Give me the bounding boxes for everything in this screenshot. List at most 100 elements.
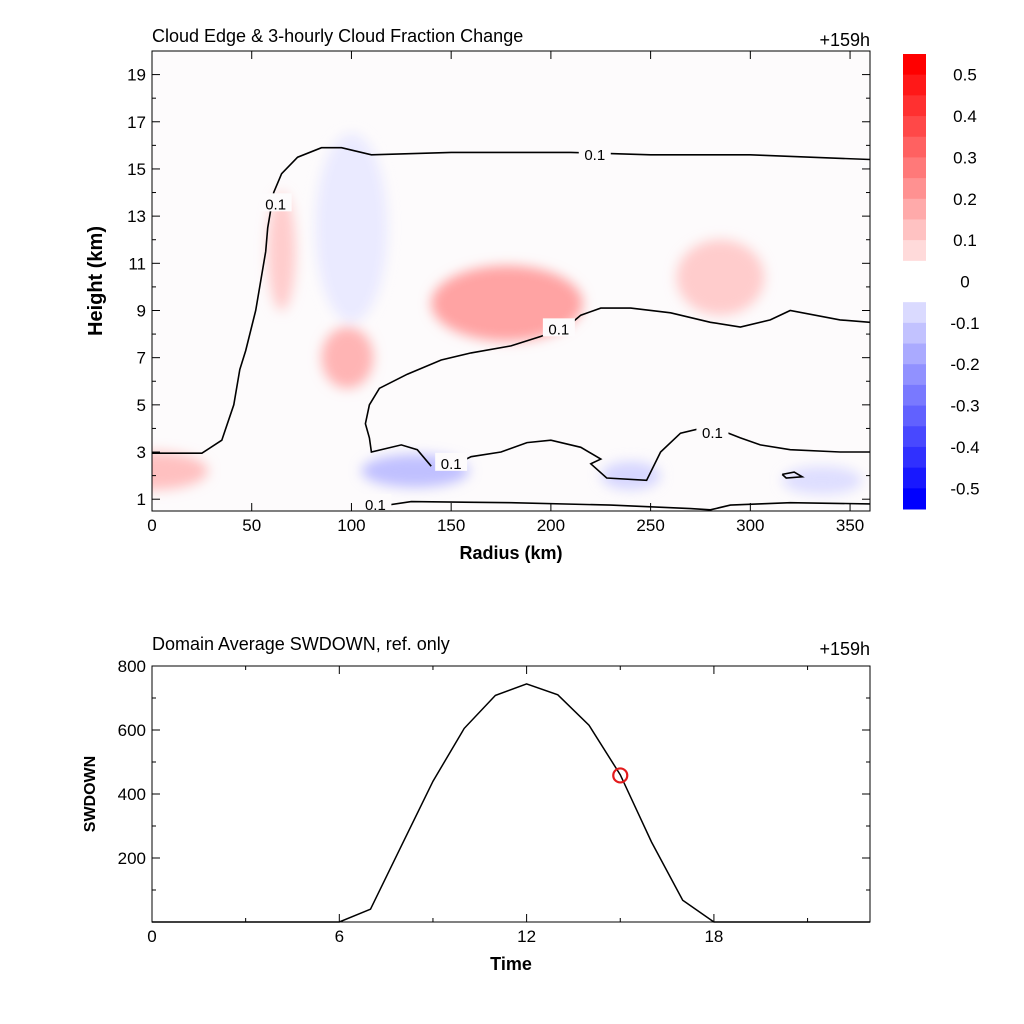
contour-label: 0.1	[584, 147, 605, 164]
contour-label: 0.1	[365, 497, 386, 514]
colorbar-tick-label: -0.2	[950, 355, 979, 374]
colorbar-segment	[903, 178, 926, 200]
x-tick-label: 200	[537, 516, 565, 535]
y-tick-label: 15	[127, 160, 146, 179]
colorbar-segment	[903, 54, 926, 76]
contour-label-background	[696, 422, 729, 441]
top-x-axis-label: Radius (km)	[459, 543, 562, 563]
top-time-label: +159h	[819, 30, 870, 50]
colorbar-segment	[903, 384, 926, 407]
contour-label-background	[578, 143, 611, 162]
swdown-line	[152, 683, 870, 923]
colorbar-tick-label: 0.2	[953, 190, 977, 209]
y-tick-label: 5	[137, 396, 146, 415]
bottom-y-axis: 200 400 600 800	[118, 657, 870, 891]
colorbar-segment	[903, 488, 926, 510]
colorbar-tick-label: 0.5	[953, 66, 977, 85]
bottom-x-axis: 0 6 12 18	[147, 666, 809, 946]
colorbar-tick-label: 0.1	[953, 231, 977, 250]
contour-label-background	[542, 318, 575, 337]
contour-label-background	[259, 193, 292, 212]
contour-labels: 0.1 0.1 0.1 0.1 0.1 0.1	[259, 143, 729, 514]
contour-line	[781, 471, 805, 479]
x-tick-label: 12	[517, 927, 536, 946]
y-tick-label: 600	[118, 721, 146, 740]
y-tick-label: 11	[128, 254, 146, 273]
x-tick-label: 100	[337, 516, 365, 535]
y-tick-label: 800	[118, 657, 146, 676]
contour-line	[371, 500, 870, 511]
contour-label: 0.1	[441, 456, 462, 473]
colorbar-tick-label: -0.3	[950, 397, 979, 416]
contour-line	[446, 425, 870, 482]
cloud-fraction-panel: Cloud Edge & 3-hourly Cloud Fraction Cha…	[85, 26, 980, 563]
bottom-y-axis-label: SWDOWN	[82, 756, 99, 832]
x-tick-label: 0	[147, 516, 156, 535]
x-tick-label: 50	[242, 516, 261, 535]
y-tick-label: 13	[127, 207, 146, 226]
current-time-marker	[612, 767, 629, 784]
colorbar-segment	[903, 467, 926, 489]
anomaly-region	[600, 461, 661, 490]
colorbar-tick-label: 0.3	[953, 148, 977, 167]
colorbar-tick-label: 0.4	[953, 107, 977, 126]
colorbar-segment	[903, 281, 926, 303]
bottom-plot-frame	[151, 665, 871, 923]
anomaly-region	[321, 327, 374, 389]
colorbar-segment	[903, 405, 926, 427]
swdown-panel: Domain Average SWDOWN, ref. only +159h 0…	[82, 634, 871, 974]
x-tick-label: 350	[836, 516, 864, 535]
bottom-chart-title: Domain Average SWDOWN, ref. only	[152, 634, 450, 654]
colorbar-segment	[903, 116, 926, 138]
y-tick-label: 3	[137, 443, 146, 462]
y-tick-label: 200	[118, 849, 146, 868]
top-plot-frame	[151, 50, 871, 512]
x-tick-label: 6	[335, 927, 344, 946]
x-tick-label: 18	[704, 927, 723, 946]
anomaly-region	[267, 192, 296, 311]
top-chart-title: Cloud Edge & 3-hourly Cloud Fraction Cha…	[152, 26, 523, 46]
colorbar: 0.5 0.4 0.3 0.2 0.1 0 -0.1 -0.2 -0.3 -0.4 -0.5	[903, 54, 980, 510]
top-x-axis: 0 50 100 150 200 250 300 350	[147, 51, 864, 535]
colorbar-segment	[903, 322, 926, 345]
bottom-time-label: +159h	[819, 639, 870, 659]
x-tick-label: 300	[736, 516, 764, 535]
colorbar-tick-label: -0.1	[950, 314, 979, 333]
bottom-x-axis-label: Time	[490, 954, 532, 974]
anomaly-region	[315, 133, 388, 323]
anomaly-region	[782, 466, 863, 495]
contour-label: 0.1	[548, 321, 569, 338]
contour-label-background	[435, 452, 468, 471]
colorbar-segment	[903, 157, 926, 179]
colorbar-segment	[903, 198, 926, 220]
y-tick-label: 400	[118, 785, 146, 804]
colorbar-segment	[903, 240, 926, 262]
colorbar-tick-label: -0.5	[950, 479, 979, 498]
swdown-series	[152, 683, 870, 923]
y-tick-label: 1	[137, 490, 146, 509]
colorbar-segment	[903, 260, 926, 282]
y-tick-label: 17	[127, 113, 146, 132]
colorbar-segment	[903, 426, 926, 448]
colorbar-segment	[903, 95, 926, 117]
colorbar-segment	[903, 302, 926, 324]
y-tick-label: 7	[137, 349, 146, 368]
colorbar-segment	[903, 343, 926, 365]
anomaly-region	[152, 452, 208, 490]
contour-label: 0.1	[702, 425, 723, 442]
colorbar-segment	[903, 136, 926, 158]
anomaly-region	[676, 239, 765, 316]
top-y-axis-label: Height (km)	[85, 226, 107, 336]
y-tick-label: 19	[127, 66, 146, 85]
colorbar-segment	[903, 219, 926, 241]
x-tick-label: 250	[636, 516, 664, 535]
x-tick-label: 150	[437, 516, 465, 535]
x-tick-label: 0	[147, 927, 156, 946]
colorbar-segment	[903, 74, 926, 96]
colorbar-segment	[903, 364, 926, 386]
colorbar-tick-label: -0.4	[950, 438, 979, 457]
contour-label-background	[359, 494, 392, 513]
contour-line	[364, 307, 870, 467]
